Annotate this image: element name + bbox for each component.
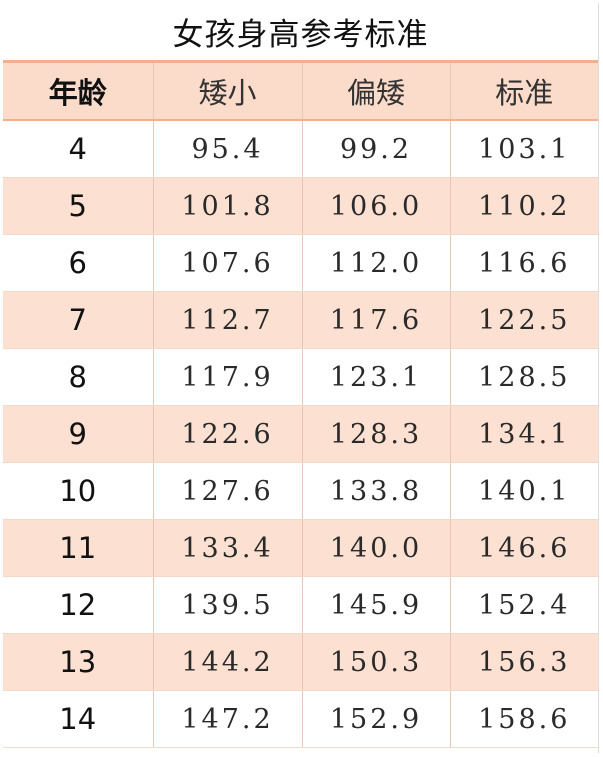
below-average-cell: 112.0 <box>301 234 450 292</box>
standard-cell: 134.1 <box>449 405 598 463</box>
age-cell: 7 <box>3 291 153 349</box>
age-cell: 10 <box>3 462 153 520</box>
header-age: 年龄 <box>3 61 153 121</box>
short-cell: 139.5 <box>152 576 302 634</box>
below-average-cell: 106.0 <box>301 177 450 235</box>
standard-cell: 122.5 <box>449 291 598 349</box>
table-row: 6 107.6 112.0 116.6 <box>3 234 598 292</box>
table-row: 7 112.7 117.6 122.5 <box>3 291 598 349</box>
age-cell: 9 <box>3 405 153 463</box>
age-cell: 6 <box>3 234 153 292</box>
age-cell: 14 <box>3 690 153 748</box>
age-cell: 4 <box>3 120 153 178</box>
below-average-cell: 99.2 <box>301 120 450 178</box>
below-average-cell: 117.6 <box>301 291 450 349</box>
short-cell: 101.8 <box>152 177 302 235</box>
age-cell: 13 <box>3 633 153 691</box>
table-row: 12 139.5 145.9 152.4 <box>3 576 598 634</box>
table-row: 5 101.8 106.0 110.2 <box>3 177 598 235</box>
below-average-cell: 123.1 <box>301 348 450 406</box>
age-cell: 5 <box>3 177 153 235</box>
header-standard: 标准 <box>449 61 598 121</box>
short-cell: 107.6 <box>152 234 302 292</box>
standard-cell: 103.1 <box>449 120 598 178</box>
height-reference-sheet: 女孩身高参考标准 年龄 矮小 偏矮 标准 4 95.4 99.2 103.1 5 101.… <box>3 3 598 753</box>
below-average-cell: 145.9 <box>301 576 450 634</box>
short-cell: 133.4 <box>152 519 302 577</box>
below-average-cell: 133.8 <box>301 462 450 520</box>
table-row: 4 95.4 99.2 103.1 <box>3 120 598 178</box>
age-cell: 12 <box>3 576 153 634</box>
short-cell: 95.4 <box>152 120 302 178</box>
below-average-cell: 150.3 <box>301 633 450 691</box>
standard-cell: 140.1 <box>449 462 598 520</box>
table-row: 9 122.6 128.3 134.1 <box>3 405 598 463</box>
below-average-cell: 140.0 <box>301 519 450 577</box>
short-cell: 122.6 <box>152 405 302 463</box>
sheet-right-border <box>598 3 599 753</box>
header-short: 矮小 <box>152 61 302 121</box>
table-row: 13 144.2 150.3 156.3 <box>3 633 598 691</box>
short-cell: 112.7 <box>152 291 302 349</box>
standard-cell: 156.3 <box>449 633 598 691</box>
standard-cell: 116.6 <box>449 234 598 292</box>
short-cell: 127.6 <box>152 462 302 520</box>
age-cell: 8 <box>3 348 153 406</box>
short-cell: 117.9 <box>152 348 302 406</box>
below-average-cell: 128.3 <box>301 405 450 463</box>
header-below-average: 偏矮 <box>301 61 450 121</box>
short-cell: 147.2 <box>152 690 302 748</box>
table-row: 10 127.6 133.8 140.1 <box>3 462 598 520</box>
header-row: 年龄 矮小 偏矮 标准 <box>3 61 598 121</box>
table-title: 女孩身高参考标准 <box>3 3 598 61</box>
standard-cell: 146.6 <box>449 519 598 577</box>
below-average-cell: 152.9 <box>301 690 450 748</box>
standard-cell: 158.6 <box>449 690 598 748</box>
table-row: 14 147.2 152.9 158.6 <box>3 690 598 748</box>
table-row: 11 133.4 140.0 146.6 <box>3 519 598 577</box>
short-cell: 144.2 <box>152 633 302 691</box>
standard-cell: 128.5 <box>449 348 598 406</box>
table-body: 4 95.4 99.2 103.1 5 101.8 106.0 110.2 6 107.6 112.… <box>3 120 598 748</box>
standard-cell: 152.4 <box>449 576 598 634</box>
table-row: 8 117.9 123.1 128.5 <box>3 348 598 406</box>
standard-cell: 110.2 <box>449 177 598 235</box>
age-cell: 11 <box>3 519 153 577</box>
height-table: 年龄 矮小 偏矮 标准 4 95.4 99.2 103.1 5 101.8 106.0 110… <box>3 61 598 748</box>
